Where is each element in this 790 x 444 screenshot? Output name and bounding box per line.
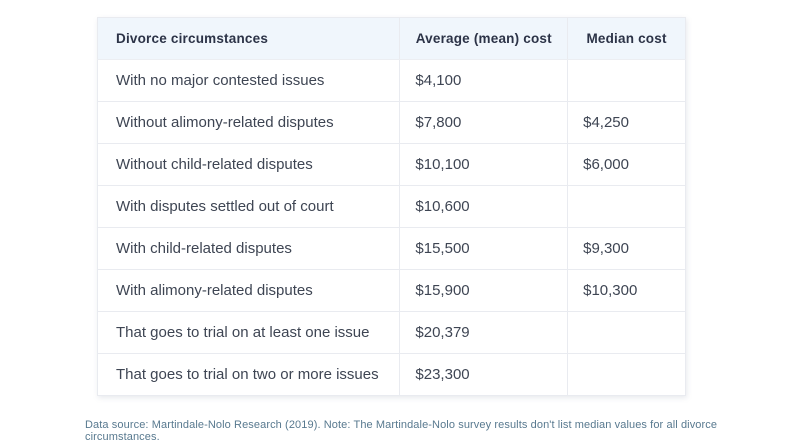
circumstance-cell: With alimony-related disputes xyxy=(97,269,400,312)
table-row: Without alimony-related disputes $7,800 $4… xyxy=(97,101,686,144)
table-row: That goes to trial on at least one issue… xyxy=(97,311,686,354)
mean-cost-cell: $23,300 xyxy=(399,353,568,396)
median-cost-cell: $9,300 xyxy=(567,227,686,270)
mean-cost-cell: $10,100 xyxy=(399,143,568,186)
table-row: With disputes settled out of court $10,60… xyxy=(97,185,686,228)
median-cost-cell: $10,300 xyxy=(567,269,686,312)
median-cost-cell: $6,000 xyxy=(567,143,686,186)
median-cost-cell xyxy=(567,353,686,396)
median-cost-cell xyxy=(567,59,686,102)
column-header-mean-cost: Average (mean) cost xyxy=(399,17,568,60)
median-cost-cell: $4,250 xyxy=(567,101,686,144)
column-header-circumstances: Divorce circumstances xyxy=(97,17,400,60)
circumstance-cell: With no major contested issues xyxy=(97,59,400,102)
table-row: That goes to trial on two or more issues… xyxy=(97,353,686,396)
table-row: With no major contested issues $4,100 xyxy=(97,59,686,102)
mean-cost-cell: $15,500 xyxy=(399,227,568,270)
table-row: With alimony-related disputes $15,900 $10,… xyxy=(97,269,686,312)
table-header-row: Divorce circumstances Average (mean) cos… xyxy=(97,17,686,60)
median-cost-cell xyxy=(567,311,686,354)
divorce-cost-table: Divorce circumstances Average (mean) cos… xyxy=(97,17,686,396)
table-row: With child-related disputes $15,500 $9,300 xyxy=(97,227,686,270)
mean-cost-cell: $10,600 xyxy=(399,185,568,228)
circumstance-cell: That goes to trial on at least one issue xyxy=(97,311,400,354)
circumstance-cell: With child-related disputes xyxy=(97,227,400,270)
mean-cost-cell: $20,379 xyxy=(399,311,568,354)
mean-cost-cell: $7,800 xyxy=(399,101,568,144)
circumstance-cell: That goes to trial on two or more issues xyxy=(97,353,400,396)
column-header-median-cost: Median cost xyxy=(567,17,686,60)
cost-table: Divorce circumstances Average (mean) cos… xyxy=(97,17,686,396)
table-body: With no major contested issues $4,100 With… xyxy=(97,59,686,396)
circumstance-cell: Without alimony-related disputes xyxy=(97,101,400,144)
circumstance-cell: With disputes settled out of court xyxy=(97,185,400,228)
median-cost-cell xyxy=(567,185,686,228)
mean-cost-cell: $4,100 xyxy=(399,59,568,102)
mean-cost-cell: $15,900 xyxy=(399,269,568,312)
data-source-note: Data source: Martindale-Nolo Research (2… xyxy=(85,419,718,443)
circumstance-cell: Without child-related disputes xyxy=(97,143,400,186)
table-row: Without child-related disputes $10,100 $6,… xyxy=(97,143,686,186)
